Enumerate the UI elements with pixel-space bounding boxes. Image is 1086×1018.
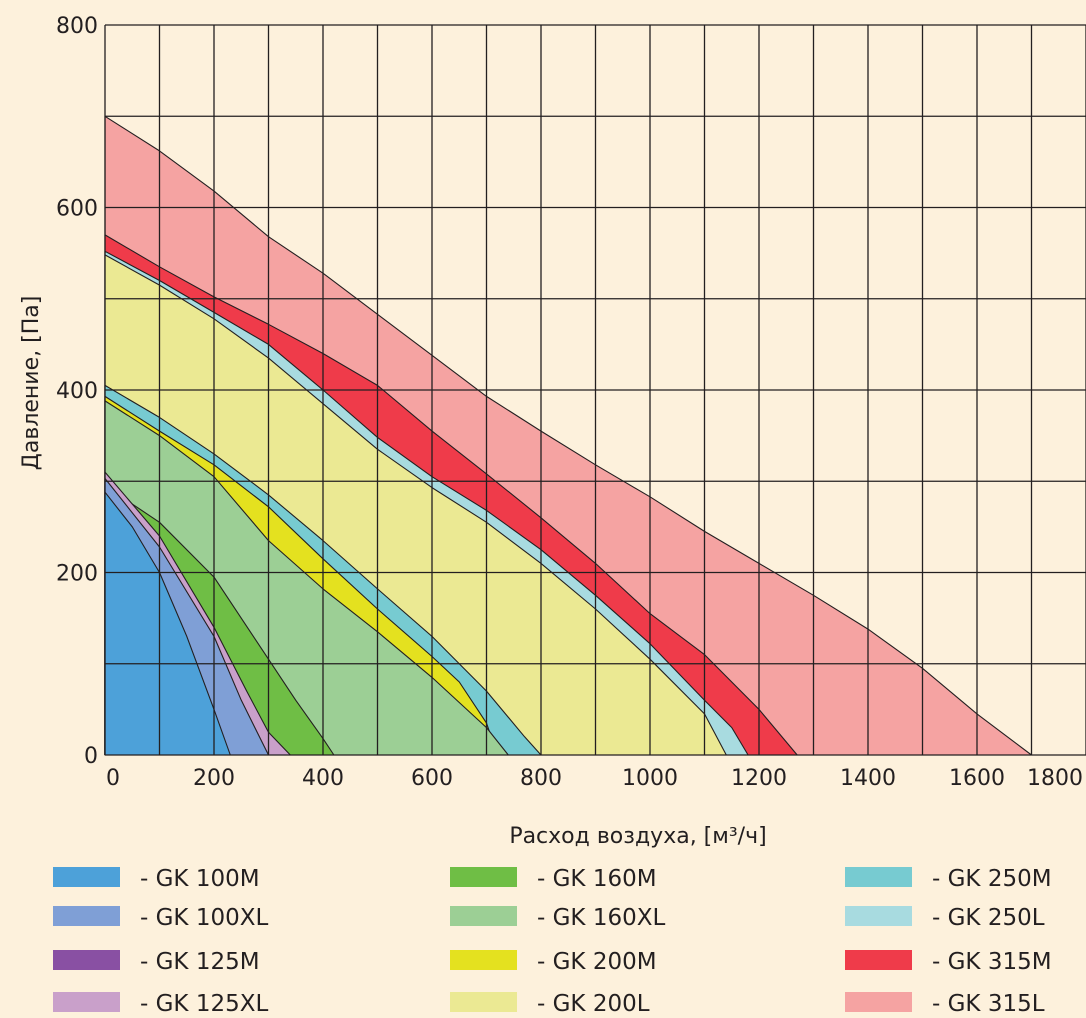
legend-label: - GK 125M <box>140 949 260 975</box>
y-tick-label: 600 <box>56 197 98 222</box>
y-tick-label: 800 <box>56 14 98 39</box>
legend-item: - GK 100XL <box>53 905 268 931</box>
legend-swatch <box>845 906 912 926</box>
x-tick-labels: 0 200 400 600 800 1000 1200 1400 1600 1800 <box>106 766 1083 791</box>
legend-swatch <box>53 906 120 926</box>
x-tick-label: 1600 <box>949 766 1005 791</box>
legend-swatch <box>53 867 120 887</box>
x-tick-label: 200 <box>193 766 235 791</box>
legend-item: - GK 160M <box>450 866 657 892</box>
x-tick-label: 400 <box>302 766 344 791</box>
legend-swatch <box>845 992 912 1012</box>
legend-label: - GK 125XL <box>140 991 268 1014</box>
legend-item: - GK 315M <box>845 949 1052 975</box>
y-axis-label: Давление, [Па] <box>19 296 44 471</box>
x-tick-label: 800 <box>520 766 562 791</box>
legend-item: - GK 160XL <box>450 905 665 931</box>
legend-item: - GK 200M <box>450 949 657 975</box>
legend-item: - GK 250L <box>845 905 1045 931</box>
x-tick-label: 1200 <box>731 766 787 791</box>
legend-label: - GK 160M <box>537 866 657 892</box>
legend-label: - GK 315L <box>932 991 1045 1014</box>
legend-label: - GK 100M <box>140 866 260 892</box>
legend: - GK 100M - GK 100XL - GK 125M - GK 125XL - … <box>53 866 1052 1017</box>
x-tick-label: 1000 <box>622 766 678 791</box>
legend-item: - GK 250M <box>845 866 1052 892</box>
legend-label: - GK 200L <box>537 991 650 1014</box>
legend-item: - GK 200L <box>450 991 650 1017</box>
legend-item: - GK 315L <box>845 991 1045 1017</box>
legend-swatch <box>450 950 517 970</box>
legend-item: - GK 100M <box>53 866 260 892</box>
x-tick-label: 600 <box>411 766 453 791</box>
y-tick-label: 400 <box>56 379 98 404</box>
legend-label: - GK 100XL <box>140 905 268 931</box>
legend-swatch <box>450 867 517 887</box>
legend-swatch <box>845 867 912 887</box>
legend-swatch <box>845 950 912 970</box>
legend-label: - GK 315M <box>932 949 1052 975</box>
y-tick-labels: 0 200 400 600 800 <box>56 14 98 769</box>
legend-item: - GK 125XL <box>53 991 268 1017</box>
legend-label: - GK 200M <box>537 949 657 975</box>
legend-swatch <box>450 992 517 1012</box>
x-tick-label: 1800 <box>1027 766 1083 791</box>
legend-label: - GK 250M <box>932 866 1052 892</box>
y-tick-label: 200 <box>56 562 98 587</box>
legend-label: - GK 250L <box>932 905 1045 931</box>
legend-label: - GK 160XL <box>537 905 665 931</box>
legend-item: - GK 125M <box>53 949 260 975</box>
x-tick-label: 1400 <box>840 766 896 791</box>
legend-swatch <box>53 950 120 970</box>
x-tick-label: 0 <box>106 766 120 791</box>
legend-swatch <box>53 992 120 1012</box>
x-axis-label: Расход воздуха, [м³/ч] <box>509 824 766 849</box>
y-tick-label: 0 <box>84 744 98 769</box>
area-gk-100m <box>104 491 231 756</box>
grid-lines <box>104 24 1086 756</box>
legend-swatch <box>450 906 517 926</box>
